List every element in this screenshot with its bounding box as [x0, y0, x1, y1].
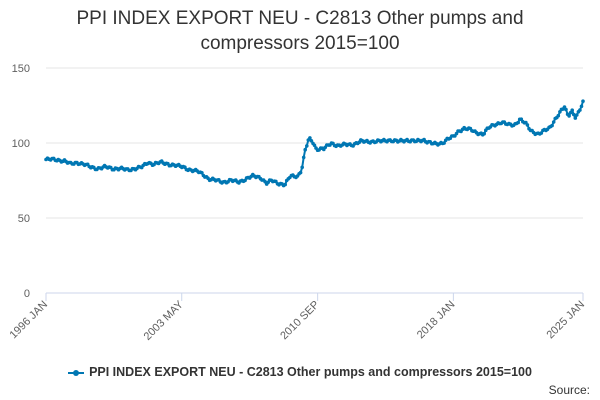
series-point-347	[579, 104, 584, 109]
series-point-168	[303, 147, 308, 152]
y-tick-label-0: 0	[24, 288, 30, 300]
x-tick-label-1: 2003 MAY	[142, 298, 187, 343]
y-tick-label-1: 50	[18, 213, 30, 225]
series-point-329	[551, 120, 556, 124]
series-point-155	[283, 182, 288, 187]
series-point-337	[564, 107, 568, 112]
series-point-165	[298, 170, 303, 175]
series-point-339	[567, 114, 571, 118]
series-point-332	[556, 113, 561, 118]
series-point-284	[482, 131, 487, 136]
y-tick-label-2: 100	[12, 138, 30, 150]
x-tick-label-0: 1996 JAN	[7, 299, 50, 342]
x-tick-label-3: 2018 JAN	[415, 299, 458, 342]
series-point-341	[570, 108, 574, 112]
series-point-348	[581, 99, 585, 103]
series-point-266	[454, 131, 459, 136]
series-point-174	[312, 143, 317, 148]
series-point-101	[200, 171, 204, 175]
series-point-172	[309, 139, 314, 143]
legend-series-marker	[68, 368, 85, 378]
series-point-344	[575, 113, 579, 117]
x-tick-label-2: 2010 SEP	[278, 299, 322, 343]
series-point-169	[305, 144, 309, 148]
series-point-166	[300, 165, 305, 170]
series-point-167	[301, 155, 306, 160]
chart-title-line-1: PPI INDEX EXPORT NEU - C2813 Other pumps…	[76, 8, 524, 29]
series-point-346	[578, 108, 582, 112]
y-tick-label-3: 150	[12, 63, 30, 75]
chart-title: PPI INDEX EXPORT NEU - C2813 Other pumps…	[0, 6, 600, 56]
series-point-171	[308, 136, 312, 140]
series-point-321	[539, 131, 544, 135]
series-point-328	[550, 123, 554, 128]
chart-title-line-2: compressors 2015=100	[200, 33, 400, 54]
legend[interactable]: PPI INDEX EXPORT NEU - C2813 Other pumps…	[0, 365, 600, 379]
x-tick-label-4: 2025 JAN	[544, 299, 587, 342]
legend-series-label: PPI INDEX EXPORT NEU - C2813 Other pumps…	[89, 365, 532, 379]
source-label: Source:	[548, 383, 590, 397]
series-point-342	[571, 112, 576, 117]
series-point-306	[516, 120, 520, 125]
series-point-312	[525, 123, 530, 127]
series-point-258	[442, 141, 446, 145]
series-point-343	[573, 116, 578, 120]
